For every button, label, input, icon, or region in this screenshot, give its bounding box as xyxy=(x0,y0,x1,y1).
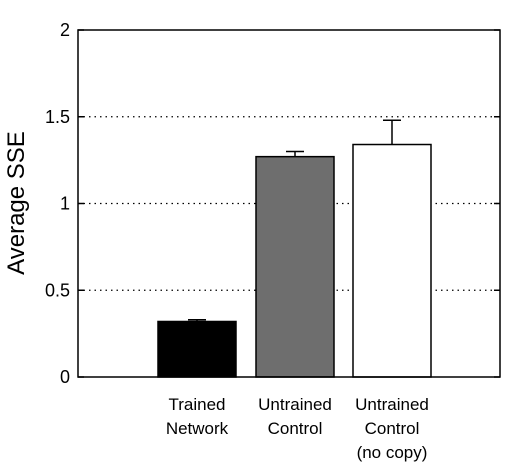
bar xyxy=(352,143,432,378)
y-axis-label: Average SSE xyxy=(3,131,30,275)
bar xyxy=(255,155,335,378)
bars xyxy=(157,119,432,378)
x-category-label: Trained Network xyxy=(166,395,229,438)
y-ticks: 0 0.5 1 1.5 2 xyxy=(45,20,500,387)
y-tick-label: 0.5 xyxy=(45,280,70,300)
x-category-label: Untrained Control xyxy=(258,395,332,438)
y-tick-label: 1.5 xyxy=(45,107,70,127)
y-tick-label: 2 xyxy=(60,20,70,40)
x-category-labels: Trained Network Untrained Control Untrained C… xyxy=(166,395,429,462)
x-category-label: Untrained Control (no copy) xyxy=(355,395,429,462)
y-tick-label: 1 xyxy=(60,194,70,214)
y-tick-label: 0 xyxy=(60,367,70,387)
bar xyxy=(157,320,237,378)
